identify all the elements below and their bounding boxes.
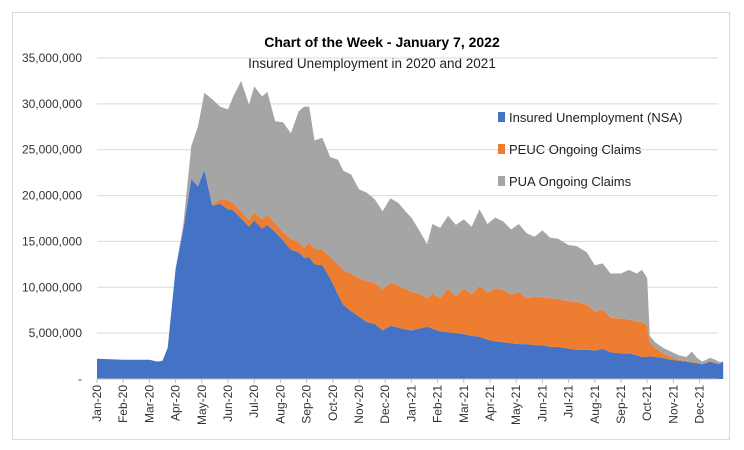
legend-label: Insured Unemployment (NSA) <box>509 110 682 125</box>
legend-swatch <box>498 112 505 122</box>
legend-swatch <box>498 176 505 186</box>
x-tick-label: Oct-20 <box>326 385 340 421</box>
legend-swatch <box>498 144 505 154</box>
y-tick-label: 20,000,000 <box>22 189 82 203</box>
x-tick-label: Feb-20 <box>116 385 130 423</box>
y-tick-label: 30,000,000 <box>22 97 82 111</box>
x-tick-label: May-21 <box>509 385 523 425</box>
x-tick-label: Dec-21 <box>693 385 707 424</box>
x-tick-label: Jun-21 <box>535 385 549 422</box>
y-tick-label: 15,000,000 <box>22 234 82 248</box>
x-tick-label: Mar-21 <box>457 385 471 423</box>
x-tick-label: Dec-20 <box>378 385 392 424</box>
y-tick-label: 35,000,000 <box>22 51 82 65</box>
x-tick-label: Jun-20 <box>221 385 235 422</box>
x-tick-label: May-20 <box>195 385 209 425</box>
x-tick-label: Feb-21 <box>431 385 445 423</box>
y-tick-label: 25,000,000 <box>22 143 82 157</box>
x-tick-label: Apr-21 <box>483 385 497 421</box>
x-tick-label: Jul-21 <box>562 385 576 418</box>
x-tick-label: Aug-21 <box>588 385 602 424</box>
chart-subtitle: Insured Unemployment in 2020 and 2021 <box>248 56 496 71</box>
area-series-1 <box>97 169 724 365</box>
x-tick-label: Aug-20 <box>273 385 287 424</box>
x-tick-label: Nov-20 <box>352 385 366 424</box>
chart-title: Chart of the Week - January 7, 2022 <box>264 34 500 50</box>
x-tick-label: Nov-21 <box>666 385 680 424</box>
legend-label: PUA Ongoing Claims <box>509 174 632 189</box>
area-series-2 <box>97 80 724 365</box>
x-tick-label: Jan-21 <box>404 385 418 422</box>
x-tick-label: Jul-20 <box>247 385 261 418</box>
x-tick-label: Oct-21 <box>640 385 654 421</box>
y-tick-label: 10,000,000 <box>22 280 82 294</box>
legend-label: PEUC Ongoing Claims <box>509 142 642 157</box>
x-tick-label: Jan-20 <box>90 385 104 422</box>
x-tick-label: Mar-20 <box>142 385 156 423</box>
x-tick-label: Sep-21 <box>614 385 628 424</box>
area-series-0 <box>97 169 724 379</box>
y-tick-label: 5,000,000 <box>29 326 83 340</box>
x-tick-label: Apr-20 <box>169 385 183 421</box>
x-tick-label: Sep-20 <box>300 385 314 424</box>
y-tick-label: - <box>78 372 82 386</box>
chart-frame <box>12 12 730 440</box>
